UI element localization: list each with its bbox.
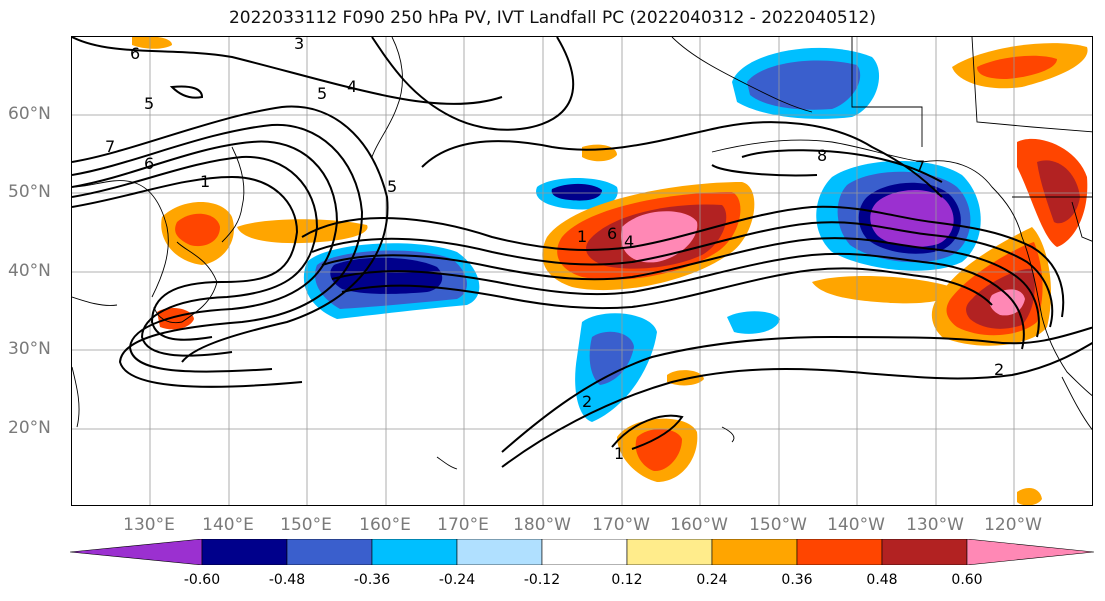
contour-label: 5 — [144, 94, 154, 113]
positive-anomaly-bering-strait — [132, 37, 172, 49]
colorbar-segment — [201, 539, 288, 565]
lon-label-180w: 180°W — [513, 515, 571, 535]
lat-label-30n: 30°N — [8, 339, 51, 359]
colorbar-tick-label: 0.60 — [951, 572, 983, 588]
colorbar-tick-label: 0.24 — [696, 572, 728, 588]
positive-anomaly-east-japan — [237, 219, 368, 244]
colorbar-tick-label: -0.48 — [268, 572, 306, 588]
lon-label-130e: 130°E — [123, 515, 175, 535]
contour-label: 7 — [105, 137, 115, 156]
colorbar — [70, 539, 1095, 565]
negative-anomaly-bering-core — [747, 60, 861, 110]
negative-anomaly-subtropical-core — [589, 331, 634, 385]
positive-anomaly-subtropical-south-core — [635, 428, 682, 472]
pv-contours — [72, 37, 1092, 468]
colorbar-tick-label: 0.36 — [781, 572, 813, 588]
lon-label-160w: 160°W — [670, 515, 728, 535]
contour-label: 3 — [294, 37, 304, 53]
contour-label: 6 — [607, 224, 617, 243]
lon-label-150w: 150°W — [749, 515, 807, 535]
positive-anomaly-west-coast-core — [989, 289, 1025, 316]
gridlines — [72, 37, 1092, 505]
positive-anomaly-far-southeast — [1017, 487, 1042, 505]
contour-label: 2 — [994, 360, 1004, 379]
lat-label-20n: 20°N — [8, 418, 51, 438]
contour-label: 5 — [317, 84, 327, 103]
positive-anomaly-east-pacific — [812, 275, 953, 304]
contour-label: 7 — [915, 157, 925, 176]
contour-label: 1 — [577, 227, 587, 246]
positive-anomaly-japan-core — [175, 213, 220, 247]
colorbar-segment — [796, 539, 883, 565]
colorbar-segment — [371, 539, 458, 565]
positive-anomaly-japan-south — [157, 307, 194, 330]
coastlines — [72, 37, 1092, 470]
contour-label: 8 — [817, 146, 827, 165]
negative-anomaly-central-pacific-core — [551, 183, 602, 201]
lat-label-50n: 50°N — [8, 182, 51, 202]
lon-label-120w: 120°W — [984, 515, 1042, 535]
positive-anomaly-canada-coast-inner — [1037, 160, 1080, 224]
negative-anomaly-small-east — [727, 311, 780, 334]
lon-label-160e: 160°E — [359, 515, 411, 535]
lon-label-140w: 140°W — [827, 515, 885, 535]
contour-label: 6 — [130, 44, 140, 63]
colorbar-segment — [70, 539, 203, 565]
lon-label-150e: 150°E — [280, 515, 332, 535]
colorbar-tick-label: 0.48 — [866, 572, 898, 588]
positive-anomaly-hawaii — [667, 370, 704, 386]
map-canvas: 6 3 5 4 5 7 6 1 5 8 7 1 6 4 2 2 1 — [72, 37, 1092, 505]
colorbar-segment — [541, 539, 628, 565]
contour-labels: 6 3 5 4 5 7 6 1 5 8 7 1 6 4 2 2 1 — [105, 37, 1004, 463]
contour-label: 1 — [614, 444, 624, 463]
contour-label: 1 — [200, 172, 210, 191]
colorbar-segment — [456, 539, 543, 565]
colorbar-tick-label: 0.12 — [611, 572, 643, 588]
colorbar-tick-label: -0.36 — [353, 572, 391, 588]
contour-label: 4 — [624, 232, 634, 251]
lon-label-140e: 140°E — [202, 515, 254, 535]
positive-anomaly-north-pacific-small — [582, 144, 617, 162]
colorbar-segment — [881, 539, 968, 565]
colorbar-tick-label: -0.24 — [438, 572, 476, 588]
lat-label-40n: 40°N — [8, 261, 51, 281]
colorbar-segment — [286, 539, 373, 565]
contour-label: 6 — [144, 154, 154, 173]
colorbar-segment — [711, 539, 798, 565]
contour-label: 5 — [387, 177, 397, 196]
colorbar-segment — [966, 539, 1095, 565]
positive-anomaly-north-canada-core — [977, 55, 1057, 79]
lat-label-60n: 60°N — [8, 104, 51, 124]
contour-label: 2 — [582, 392, 592, 411]
map-title: 2022033112 F090 250 hPa PV, IVT Landfall… — [228, 8, 876, 28]
map-panel: 6 3 5 4 5 7 6 1 5 8 7 1 6 4 2 2 1 — [71, 36, 1093, 506]
positive-anomaly-central-pacific-core — [621, 211, 698, 263]
colorbar-tick-label: -0.60 — [183, 572, 221, 588]
colorbar-segment — [626, 539, 713, 565]
colorbar-tick-label: -0.12 — [523, 572, 561, 588]
contour-label: 4 — [347, 77, 357, 96]
lon-label-130w: 130°W — [906, 515, 964, 535]
lon-label-170w: 170°W — [592, 515, 650, 535]
lon-label-170e: 170°E — [437, 515, 489, 535]
